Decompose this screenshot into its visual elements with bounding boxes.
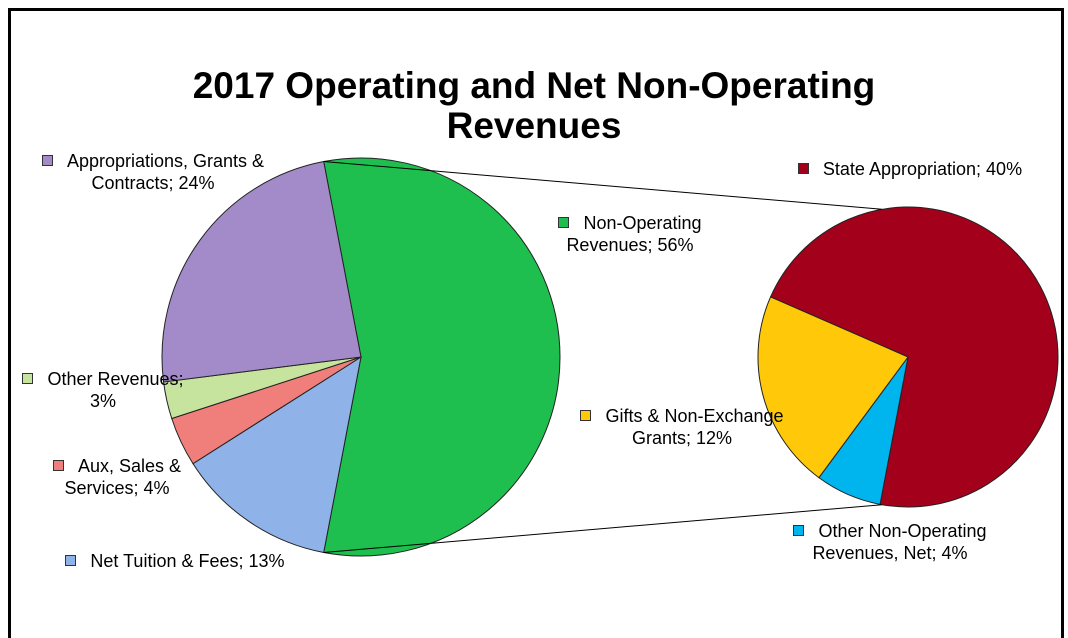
data-label: Other Revenues; 3% [18,368,188,412]
pie-slice [161,160,362,383]
label-value: 4% [941,543,968,563]
label-value: 4% [143,478,170,498]
label-separator: ; [168,173,174,193]
legend-key [65,555,77,566]
label-name: Non-Operating Revenues [566,213,702,255]
label-value: 24% [178,173,215,193]
chart-frame [8,8,1064,638]
label-separator: ; [976,159,982,179]
data-label: Other Non-Operating Revenues, Net; 4% [770,520,1010,564]
legend-key [52,460,64,471]
label-value: 12% [696,428,733,448]
connector-line [323,504,882,553]
label-value: 40% [986,159,1023,179]
label-separator: ; [238,551,244,571]
label-name: Other Revenues [47,369,179,389]
label-name: Gifts & Non-Exchange Grants [605,406,784,448]
chart-title: 2017 Operating and Net Non-Operating Rev… [192,65,876,146]
label-value: 56% [657,235,694,255]
legend-key [558,217,570,228]
label-separator: ; [685,428,691,448]
legend-key [797,163,809,174]
label-name: Net Tuition & Fees [90,551,239,571]
pie-slice [757,296,909,479]
label-separator: ; [931,543,937,563]
data-label: Net Tuition & Fees; 13% [55,550,295,572]
label-value: 13% [248,551,285,571]
data-label: Aux, Sales & Services; 4% [22,455,212,499]
legend-key [41,155,53,166]
data-label: Appropriations, Grants & Contracts; 24% [18,150,288,194]
label-name: State Appropriation [822,159,977,179]
data-label: Gifts & Non-Exchange Grants; 12% [572,405,792,449]
label-separator: ; [647,235,653,255]
connector-line [323,161,882,210]
label-name: Appropriations, Grants & Contracts [66,151,265,193]
legend-key [580,410,592,421]
label-name: Other Non-Operating Revenues, Net [812,521,987,563]
data-label: State Appropriation; 40% [785,158,1035,180]
label-name: Aux, Sales & Services [64,456,182,498]
data-label: Non-Operating Revenues; 56% [530,212,730,256]
label-separator: ; [133,478,139,498]
label-separator: ; [178,369,184,389]
label-value: 3% [89,391,116,411]
legend-key [22,373,34,384]
pie-slice [769,206,1059,508]
pie-slice [323,157,561,557]
pie-slice [192,355,362,554]
legend-key [793,525,805,536]
